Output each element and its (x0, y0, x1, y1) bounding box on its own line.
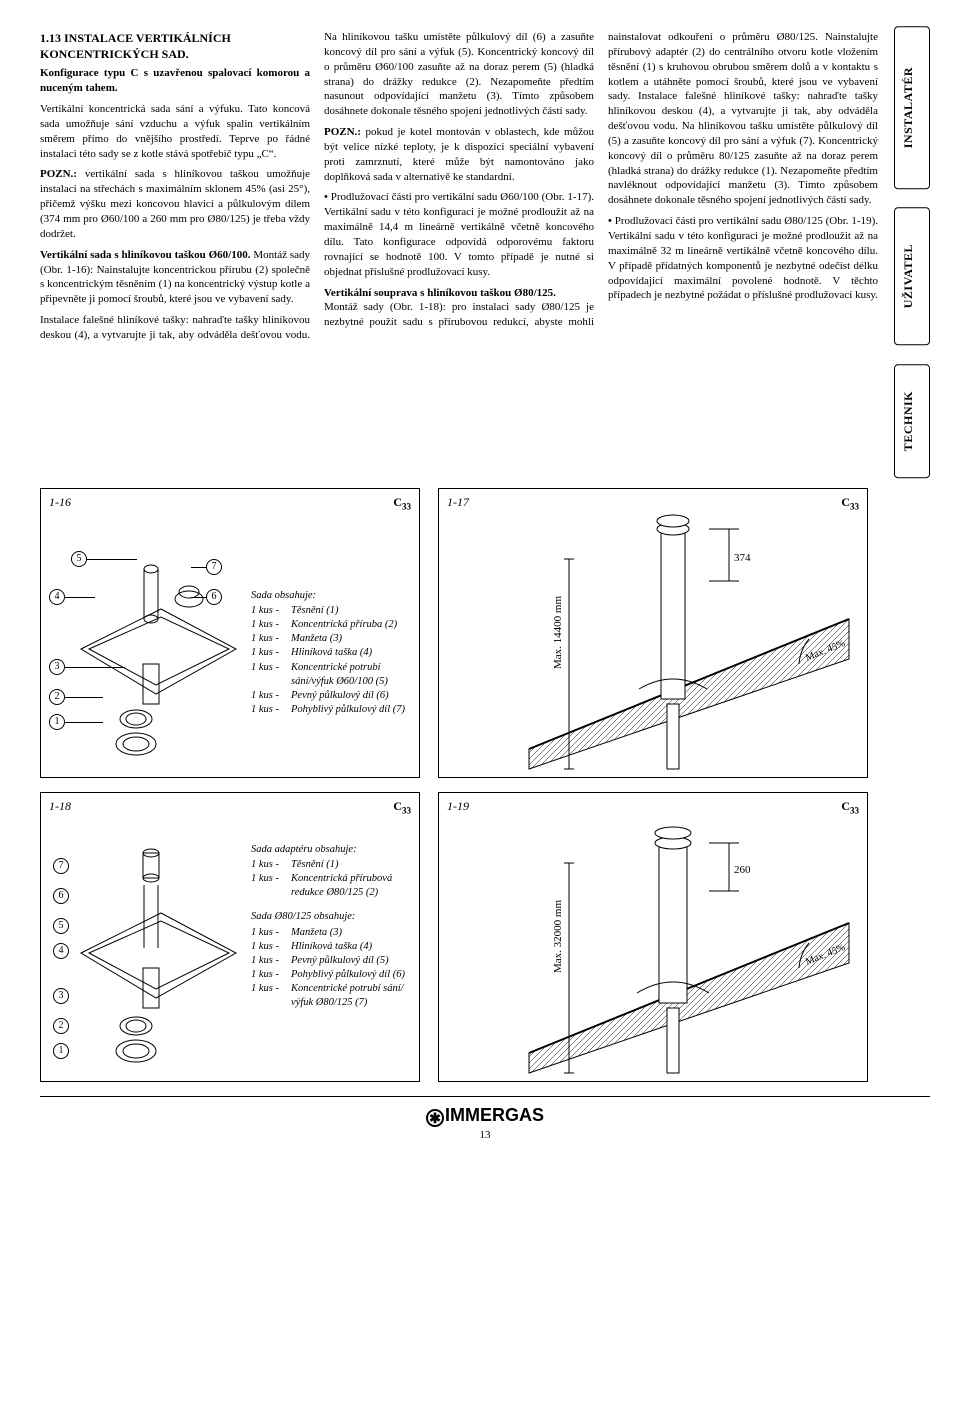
svg-text:Max. 14400 mm: Max. 14400 mm (552, 595, 564, 668)
callout-7: 7 (206, 559, 222, 575)
figure-number: 1-18 (49, 799, 71, 814)
figure-1-16: 1-16 C33 (40, 488, 420, 778)
kit-item: 1 kus -Manžeta (3) (251, 632, 411, 646)
tab-user: UŽIVATEL (894, 207, 930, 345)
page-number: 13 (40, 1129, 930, 1141)
callout-2: 2 (49, 689, 65, 705)
svg-text:260: 260 (734, 864, 751, 876)
kit-item: 1 kus -Hliníková taška (4) (251, 940, 416, 954)
figure-1-19: 1-19 C33 (438, 792, 868, 1082)
section-heading: 1.13 INSTALACE VERTIKÁLNÍCH KONCENTRICKÝ… (40, 30, 310, 62)
tab-installer: INSTALATÉR (894, 26, 930, 189)
svg-text:Max. 32000 mm: Max. 32000 mm (552, 899, 564, 972)
callout-4: 4 (53, 943, 69, 959)
callout-1: 1 (53, 1043, 69, 1059)
exploded-diagram-icon (61, 519, 241, 769)
kit-item: 1 kus -Pohyblivý půlkulový díl (6) (251, 968, 416, 982)
section-subtitle: Konfigurace typu C s uzavřenou spalovací… (40, 66, 310, 96)
kit-item: 1 kus -Koncentrické potrubí sání/ výfuk … (251, 982, 416, 1010)
para: POZN.: vertikální sada s hliníkovou tašk… (40, 167, 310, 241)
kit-item: 1 kus -Koncentrická přírubová redukce Ø8… (251, 872, 416, 900)
callout-5: 5 (71, 551, 87, 567)
kit-item: 1 kus -Těsnění (1) (251, 604, 411, 618)
callout-2: 2 (53, 1018, 69, 1034)
figure-1-17: 1-17 C33 (438, 488, 868, 778)
figure-number: 1-17 (447, 495, 469, 510)
tab-technician: TECHNIK (894, 364, 930, 478)
para: Vertikální sada s hliníkovou taškou Ø60/… (40, 248, 310, 307)
kit-item: 1 kus -Hliníková taška (4) (251, 646, 411, 660)
figures-area: 1-16 C33 (40, 488, 930, 1082)
kit-item: 1 kus -Manžeta (3) (251, 926, 416, 940)
figure-number: 1-19 (447, 799, 469, 814)
side-tabs: INSTALATÉR UŽIVATEL TECHNIK (894, 26, 930, 478)
roof-diagram-icon: 374 Max. 14400 mm Max. 45% (449, 509, 859, 774)
kit-item: 1 kus -Pohyblivý půlkulový díl (7) (251, 703, 411, 717)
callout-3: 3 (53, 988, 69, 1004)
para: Vertikální koncentrická sada sání a výfu… (40, 102, 310, 161)
callout-7: 7 (53, 858, 69, 874)
svg-text:374: 374 (734, 552, 751, 564)
kit-item: 1 kus -Těsnění (1) (251, 858, 416, 872)
exploded-diagram-icon (61, 843, 241, 1093)
kit-contents: Sada adaptéru obsahuje: 1 kus -Těsnění (… (251, 843, 416, 1011)
callout-6: 6 (206, 589, 222, 605)
brand-logo: ✱IMMERGAS (426, 1105, 544, 1125)
para: POZN.: pokud je kotel montován v oblaste… (324, 125, 594, 184)
kit-item: 1 kus -Pevný půlkulový díl (6) (251, 689, 411, 703)
roof-diagram-icon: 260 Max. 32000 mm Max. 45% (449, 813, 859, 1078)
callout-6: 6 (53, 888, 69, 904)
bullet: Prodlužovací části pro vertikální sadu Ø… (608, 214, 878, 303)
bullet: Prodlužovací části pro vertikální sadu Ø… (324, 190, 594, 279)
footer: ✱IMMERGAS 13 (40, 1105, 930, 1141)
text-columns: 1.13 INSTALACE VERTIKÁLNÍCH KONCENTRICKÝ… (40, 30, 878, 478)
figure-code: C33 (393, 495, 411, 511)
kit-contents: Sada obsahuje: 1 kus -Těsnění (1)1 kus -… (251, 589, 411, 718)
figure-1-18: 1-18 C33 (40, 792, 420, 1082)
figure-number: 1-16 (49, 495, 71, 510)
kit-item: 1 kus -Koncentrické potrubí sání/výfuk Ø… (251, 661, 411, 689)
kit-item: 1 kus -Koncentrická příruba (2) (251, 618, 411, 632)
figure-code: C33 (393, 799, 411, 815)
kit-item: 1 kus -Pevný půlkulový díl (5) (251, 954, 416, 968)
callout-1: 1 (49, 714, 65, 730)
callout-3: 3 (49, 659, 65, 675)
callout-5: 5 (53, 918, 69, 934)
callout-4: 4 (49, 589, 65, 605)
